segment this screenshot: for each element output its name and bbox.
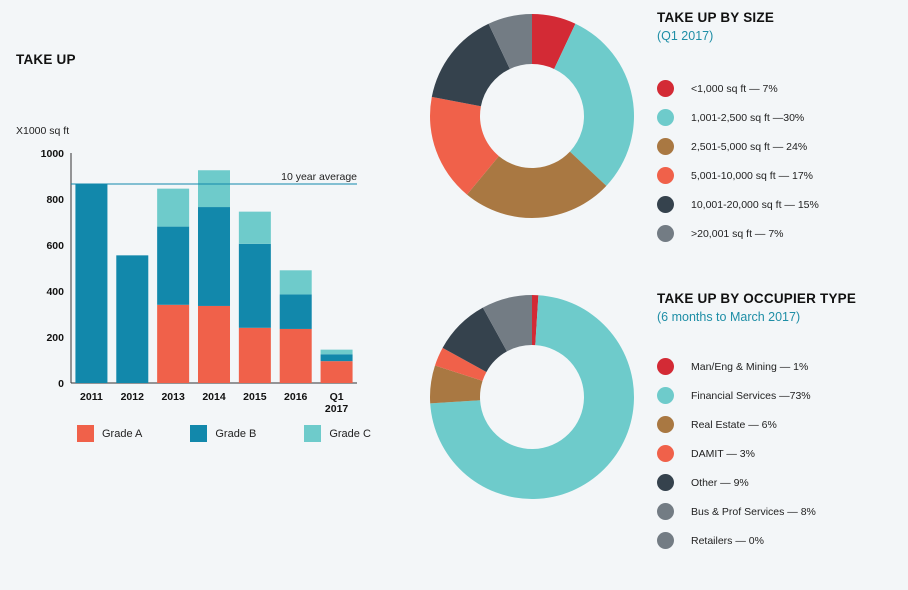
legend-item: Other — 9% (657, 468, 816, 497)
x-tick-label: 2016 (284, 391, 308, 403)
bar-segment-grade-c (157, 188, 190, 227)
occupier-donut-slice-financial-services (430, 295, 635, 499)
legend-item: 10,001-20,000 sq ft — 15% (657, 190, 819, 219)
legend-dot (657, 196, 674, 213)
legend-item: Financial Services —73% (657, 381, 816, 410)
x-tick-label: Q1 (330, 391, 344, 403)
occupier-chart-subtitle: (6 months to March 2017) (657, 310, 801, 324)
legend-label-grade-c: Grade C (329, 427, 371, 440)
size-donut-slice-2-501-5-000-sq-ft (466, 151, 607, 218)
legend-item: 1,001-2,500 sq ft —30% (657, 103, 819, 132)
size-donut-slice-1-001-2-500-sq-ft (554, 23, 634, 186)
x-tick-label: 2017 (325, 403, 349, 415)
bar-segment-grade-a (198, 305, 230, 383)
legend-item: DAMIT — 3% (657, 439, 816, 468)
y-tick-label: 400 (46, 286, 64, 298)
legend-label-grade-a: Grade A (102, 427, 143, 440)
legend-label: Retailers — 0% (691, 534, 764, 547)
legend-label: 1,001-2,500 sq ft —30% (691, 111, 805, 124)
size-donut-slice-20-001-sq-ft (488, 14, 532, 69)
bar-segment-grade-b (198, 207, 230, 306)
x-tick-label: 2013 (161, 391, 185, 403)
occupier-chart-title: TAKE UP BY OCCUPIER TYPE (657, 291, 857, 306)
legend-dot (657, 503, 674, 520)
occupier-donut-slice-man-eng-mining (532, 295, 539, 346)
legend-label: 2,501-5,000 sq ft — 24% (691, 140, 808, 153)
x-tick-label: 2011 (80, 391, 103, 403)
bar-segment-grade-b (279, 294, 312, 329)
occupier-donut-slice-damit (434, 347, 487, 381)
bar-segment-grade-a (320, 361, 353, 383)
bar-segment-grade-c (279, 270, 312, 295)
legend-label: <1,000 sq ft — 7% (691, 82, 778, 95)
legend-label: Financial Services —73% (691, 389, 811, 402)
legend-item: 5,001-10,000 sq ft — 17% (657, 161, 819, 190)
legend-item: <1,000 sq ft — 7% (657, 74, 819, 103)
occupier-donut-slice-bus-prof-services (482, 295, 532, 352)
legend-item: >20,001 sq ft — 7% (657, 219, 819, 248)
occupier-donut-slice-real-estate (430, 365, 483, 404)
occupier-legend: Man/Eng & Mining — 1% Financial Services … (657, 352, 816, 555)
legend-label: 5,001-10,000 sq ft — 17% (691, 169, 813, 182)
size-chart-subtitle: (Q1 2017) (657, 29, 714, 43)
y-tick-label: 600 (46, 240, 64, 252)
legend-item: Man/Eng & Mining — 1% (657, 352, 816, 381)
y-tick-label: 0 (58, 378, 64, 390)
legend-dot (657, 167, 674, 184)
legend-item: Retailers — 0% (657, 526, 816, 555)
y-tick-label: 1000 (41, 148, 65, 160)
size-donut-slice-1-000-sq-ft (532, 14, 576, 69)
legend-label: Bus & Prof Services — 8% (691, 505, 816, 518)
legend-label: 10,001-20,000 sq ft — 15% (691, 198, 819, 211)
legend-item: 2,501-5,000 sq ft — 24% (657, 132, 819, 161)
legend-label: Real Estate — 6% (691, 418, 777, 431)
bar-legend: Grade A Grade B Grade C (77, 425, 371, 442)
bar-segment-grade-b (320, 354, 353, 362)
bar-segment-grade-b (75, 184, 108, 383)
x-tick-label: 2014 (202, 391, 226, 403)
legend-item: Bus & Prof Services — 8% (657, 497, 816, 526)
bar-segment-grade-c (198, 170, 230, 208)
x-tick-label: 2015 (243, 391, 267, 403)
bar-segment-grade-b (116, 255, 149, 383)
legend-dot (657, 109, 674, 126)
legend-dot (657, 474, 674, 491)
legend-dot (657, 225, 674, 242)
legend-dot (657, 138, 674, 155)
bar-segment-grade-a (238, 327, 271, 383)
legend-dot (657, 358, 674, 375)
ten-year-average-label: 10 year average (281, 171, 357, 183)
bar-segment-grade-a (157, 304, 190, 383)
y-tick-label: 200 (46, 332, 64, 344)
y-tick-label: 800 (46, 194, 64, 206)
y-axis-label: X1000 sq ft (16, 125, 69, 137)
size-donut-slice-5-001-10-000-sq-ft (430, 96, 499, 195)
legend-dot (657, 416, 674, 433)
size-legend: <1,000 sq ft — 7% 1,001-2,500 sq ft —30% 2… (657, 74, 819, 248)
legend-label-grade-b: Grade B (215, 427, 257, 440)
legend-dot (657, 387, 674, 404)
legend-label: >20,001 sq ft — 7% (691, 227, 784, 240)
bar-chart-title: TAKE UP (16, 52, 76, 67)
size-chart-title: TAKE UP BY SIZE (657, 10, 775, 25)
bar-segment-grade-c (320, 349, 353, 355)
bar-segment-grade-c (238, 211, 271, 244)
size-donut-slice-10-001-20-000-sq-ft (431, 23, 510, 107)
bar-segment-grade-a (279, 328, 312, 383)
legend-dot (657, 445, 674, 462)
legend-swatch-grade-a (77, 425, 94, 442)
legend-label: Other — 9% (691, 476, 749, 489)
occupier-donut-slice-other (442, 307, 507, 372)
x-tick-label: 2012 (121, 391, 145, 403)
legend-swatch-grade-b (190, 425, 208, 442)
legend-item: Real Estate — 6% (657, 410, 816, 439)
legend-label: DAMIT — 3% (691, 447, 755, 460)
bar-segment-grade-b (157, 226, 190, 305)
legend-label: Man/Eng & Mining — 1% (691, 360, 809, 373)
legend-dot (657, 532, 674, 549)
legend-swatch-grade-c (304, 425, 322, 442)
legend-dot (657, 80, 674, 97)
bar-segment-grade-b (238, 243, 271, 328)
